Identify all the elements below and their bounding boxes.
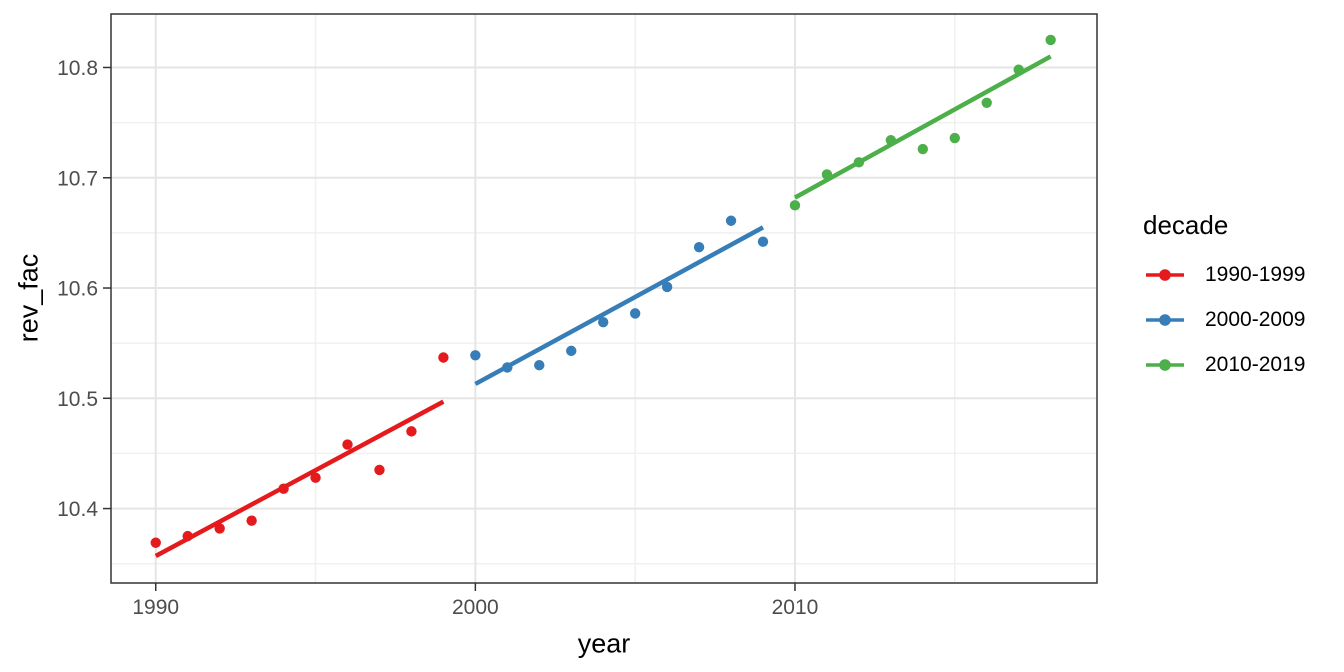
legend-entry-label: 2000-2009 [1205,308,1306,331]
panel-border [110,13,1098,584]
data-point [534,360,545,371]
y-tick-label: 10.4 [57,498,98,521]
x-axis-title: year [577,628,631,659]
data-point [693,242,705,253]
data-point [757,236,769,247]
data-point [150,537,161,548]
x-tick-label: 2000 [452,596,499,619]
data-point [566,345,577,357]
y-axis-title: rev_fac [13,253,44,343]
data-point [470,350,481,361]
data-point [310,472,321,483]
legend-key-line-dot-icon [1146,314,1184,326]
data-point [374,464,385,476]
legend-key-line-dot-icon [1146,269,1184,281]
trend-line [154,399,445,558]
data-point [789,200,801,211]
legend-entry-label: 1990-1999 [1205,263,1306,286]
legend-key-line-dot-icon [1146,359,1184,371]
data-point [342,439,353,450]
y-tick-label: 10.7 [57,167,98,190]
y-tick-label: 10.8 [57,57,98,80]
legend: decade 1990-1999 2000-2009 2010-2019 [1143,209,1305,395]
data-point [661,281,673,293]
legend-entry: 2000-2009 [1143,305,1305,335]
data-point [406,426,417,437]
data-point [725,215,737,226]
y-tick-label: 10.6 [57,278,98,301]
x-tick-label: 1990 [132,596,179,619]
data-point [949,132,960,144]
data-point [629,308,641,319]
legend-entry: 2010-2019 [1143,350,1305,380]
trend-line [793,54,1052,200]
x-tick-label: 2010 [772,596,819,619]
y-tick-label: 10.5 [57,388,98,411]
data-point [598,317,609,328]
data-point [917,143,929,155]
data-point [981,97,992,108]
legend-entry-label: 2010-2019 [1205,353,1306,376]
data-point [438,352,449,363]
legend-title: decade [1143,210,1229,240]
trend-line [474,225,765,386]
data-point [246,515,257,526]
legend-entry: 1990-1999 [1143,260,1305,290]
data-point [1045,34,1056,46]
data-point [214,523,225,534]
